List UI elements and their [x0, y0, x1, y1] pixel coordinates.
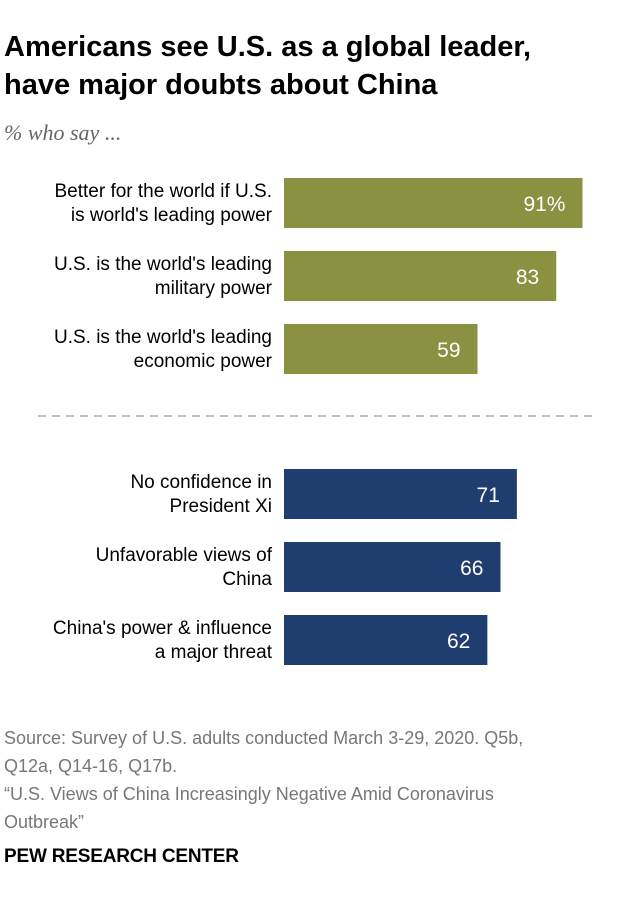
- bar: [284, 178, 583, 228]
- source-line-2: Q12a, Q14-16, Q17b.: [4, 756, 178, 776]
- chart-title-line-2: have major doubts about China: [4, 69, 438, 101]
- bar: [284, 469, 517, 519]
- category-label: economic power: [134, 351, 273, 372]
- category-label: is world's leading power: [71, 205, 273, 226]
- category-label: China: [222, 569, 272, 590]
- category-label: Unfavorable views of: [96, 545, 273, 566]
- category-label: Better for the world if U.S.: [54, 181, 272, 202]
- category-label: U.S. is the world's leading: [54, 327, 272, 348]
- bar: [284, 251, 557, 301]
- category-label: a major threat: [155, 642, 273, 663]
- bar-chart: 91% Better for the world if U.S. is world'…: [38, 178, 596, 665]
- chart-title-line-1: Americans see U.S. as a global leader,: [4, 31, 532, 63]
- data-label: 83: [516, 266, 539, 289]
- data-label: 66: [460, 557, 483, 580]
- source-line-1: Source: Survey of U.S. adults conducted …: [4, 728, 524, 748]
- category-label: military power: [155, 278, 273, 299]
- category-label: President Xi: [170, 496, 272, 517]
- category-label: U.S. is the world's leading: [54, 254, 272, 275]
- data-label: 59: [437, 339, 460, 362]
- bar: [284, 542, 501, 592]
- category-label: No confidence in: [130, 472, 272, 493]
- source-note: Source: Survey of U.S. adults conducted …: [4, 724, 604, 836]
- category-label: China's power & influence: [53, 618, 272, 639]
- source-line-3: “U.S. Views of China Increasingly Negati…: [4, 784, 494, 804]
- data-label: 91%: [523, 193, 565, 216]
- pew-credit: PEW RESEARCH CENTER: [4, 846, 239, 867]
- data-label: 71: [477, 484, 500, 507]
- source-line-4: Outbreak”: [4, 812, 85, 832]
- bar: [284, 615, 488, 665]
- chart-title: Americans see U.S. as a global leader, h…: [4, 28, 614, 104]
- bar: [284, 324, 478, 374]
- chart-subtitle: % who say ...: [4, 120, 122, 145]
- data-label: 62: [447, 630, 470, 653]
